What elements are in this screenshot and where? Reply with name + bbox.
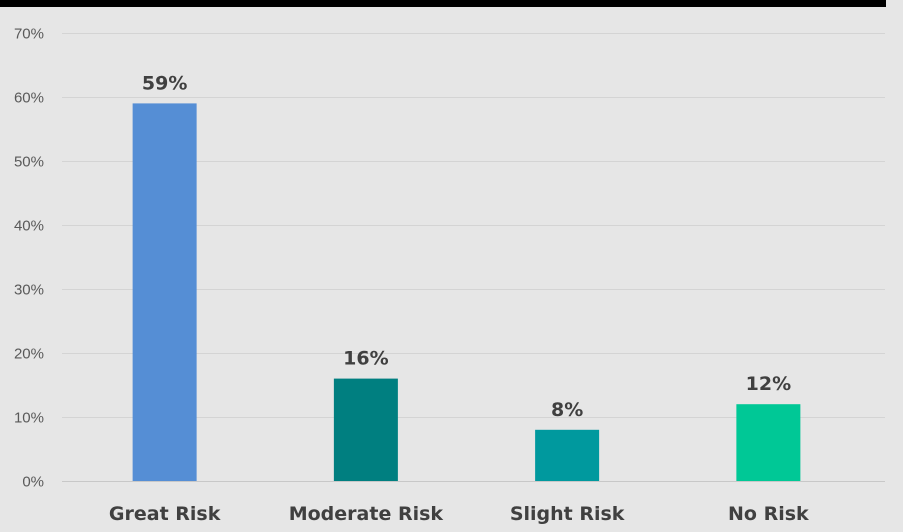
category-label: Great Risk [109,503,221,525]
bar-moderate-risk [333,378,398,481]
y-axis-ticks: 0% 10% 20% 30% 40% 50% 60% 70% [14,26,44,491]
category-label: Slight Risk [510,503,625,525]
y-tick-label: 50% [14,154,44,171]
bar-slight-risk [535,429,600,481]
data-label: 12% [746,373,791,395]
bar-no-risk [736,404,801,481]
data-label: 59% [142,72,187,94]
y-tick-label: 20% [14,346,44,363]
y-tick-label: 0% [22,474,44,491]
data-label: 16% [343,348,388,370]
bars [132,103,801,482]
category-label: Moderate Risk [289,503,444,525]
y-tick-label: 70% [14,26,44,43]
data-label: 8% [551,399,583,421]
y-tick-label: 40% [14,218,44,235]
y-tick-label: 60% [14,90,44,107]
y-tick-label: 30% [14,282,44,299]
data-labels: 59% 16% 8% 12% [142,72,791,420]
bar-great-risk [132,103,197,482]
x-axis-categories: Great Risk Moderate Risk Slight Risk No Ris… [109,503,809,525]
category-label: No Risk [728,503,809,525]
y-tick-label: 10% [14,410,44,427]
top-rule [0,0,886,7]
